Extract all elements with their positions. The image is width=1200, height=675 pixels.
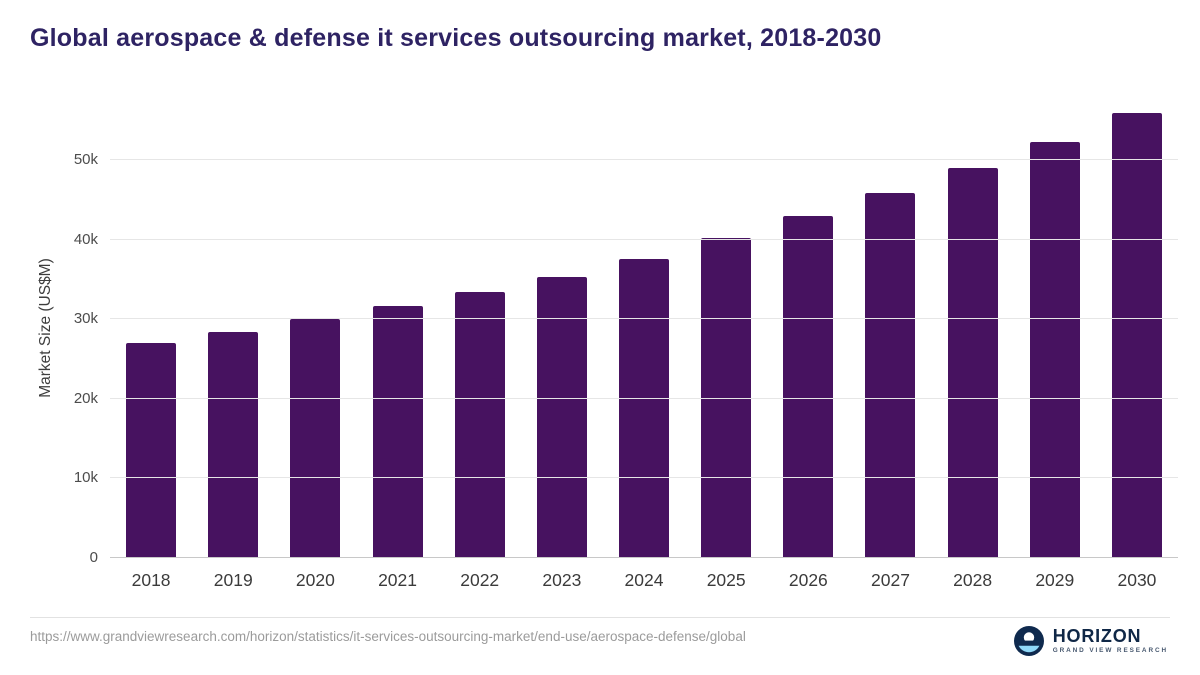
horizon-logo: HORIZON GRAND VIEW RESEARCH: [1013, 620, 1168, 662]
y-axis-ticks: 0 10k 20k 30k 40k 50k: [40, 98, 98, 566]
bar-slot-2021: [356, 98, 438, 558]
y-tick-0: 0: [89, 549, 98, 566]
x-tick-2025: 2025: [706, 570, 746, 590]
y-tick-20k: 20k: [73, 389, 98, 407]
gridline-30k: [110, 318, 1178, 320]
x-tick-2030: 2030: [1117, 570, 1157, 590]
bar-slot-2030: [1096, 98, 1178, 558]
bar-2023: [536, 277, 587, 558]
bar-slot-2024: [603, 98, 685, 558]
bar-2026: [783, 215, 834, 558]
horizon-logo-icon: [1013, 626, 1044, 656]
x-tick-2024: 2024: [624, 570, 664, 590]
horizon-logo-text: HORIZON GRAND VIEW RESEARCH: [1053, 627, 1168, 655]
x-tick-2021: 2021: [378, 570, 418, 590]
y-tick-10k: 10k: [73, 469, 98, 487]
gridline-20k: [110, 397, 1178, 399]
bar-2022: [454, 292, 505, 558]
x-tick-2020: 2020: [295, 570, 335, 590]
bar-slot-2022: [439, 98, 521, 558]
bar-slot-2019: [192, 98, 274, 558]
gridline-40k: [110, 238, 1178, 240]
gridline-50k: [110, 159, 1178, 161]
plot-area: [110, 98, 1178, 558]
horizon-logo-name: HORIZON: [1052, 626, 1142, 646]
bar-2028: [947, 168, 998, 558]
x-tick-2028: 2028: [953, 570, 993, 590]
x-tick-2019: 2019: [213, 570, 253, 590]
bar-slot-2028: [932, 98, 1014, 558]
x-tick-2018: 2018: [131, 570, 171, 590]
bar-2027: [865, 192, 916, 558]
y-tick-40k: 40k: [73, 230, 98, 248]
bar-2030: [1111, 113, 1162, 558]
gridline-0: [110, 557, 1178, 558]
horizon-logo-subtext: GRAND VIEW RESEARCH: [1052, 647, 1168, 654]
bars: [110, 98, 1178, 558]
bar-2020: [290, 319, 341, 558]
bar-slot-2026: [767, 98, 849, 558]
bar-2019: [208, 331, 259, 558]
source-url[interactable]: https://www.grandviewresearch.com/horizo…: [30, 629, 746, 644]
bar-slot-2027: [849, 98, 931, 558]
bar-2018: [126, 343, 177, 558]
bar-slot-2025: [685, 98, 767, 558]
bar-slot-2020: [274, 98, 356, 558]
x-tick-2023: 2023: [542, 570, 582, 590]
bar-2024: [619, 258, 670, 558]
chart-title: Global aerospace & defense it services o…: [30, 24, 882, 52]
x-tick-2029: 2029: [1035, 570, 1075, 590]
bar-2029: [1029, 141, 1080, 558]
bar-slot-2023: [521, 98, 603, 558]
bar-slot-2018: [110, 98, 192, 558]
x-axis-labels: 2018 2019 2020 2021 2022 2023 2024 2025 2026 2027…: [110, 560, 1178, 591]
footer-divider: [30, 617, 1170, 618]
x-tick-2027: 2027: [871, 570, 910, 590]
bar-2021: [372, 305, 423, 558]
gridline-10k: [110, 477, 1178, 479]
y-tick-50k: 50k: [73, 151, 98, 169]
x-tick-2026: 2026: [788, 570, 828, 590]
y-tick-30k: 30k: [73, 310, 98, 328]
x-tick-2022: 2022: [460, 570, 500, 590]
bar-slot-2029: [1014, 98, 1096, 558]
